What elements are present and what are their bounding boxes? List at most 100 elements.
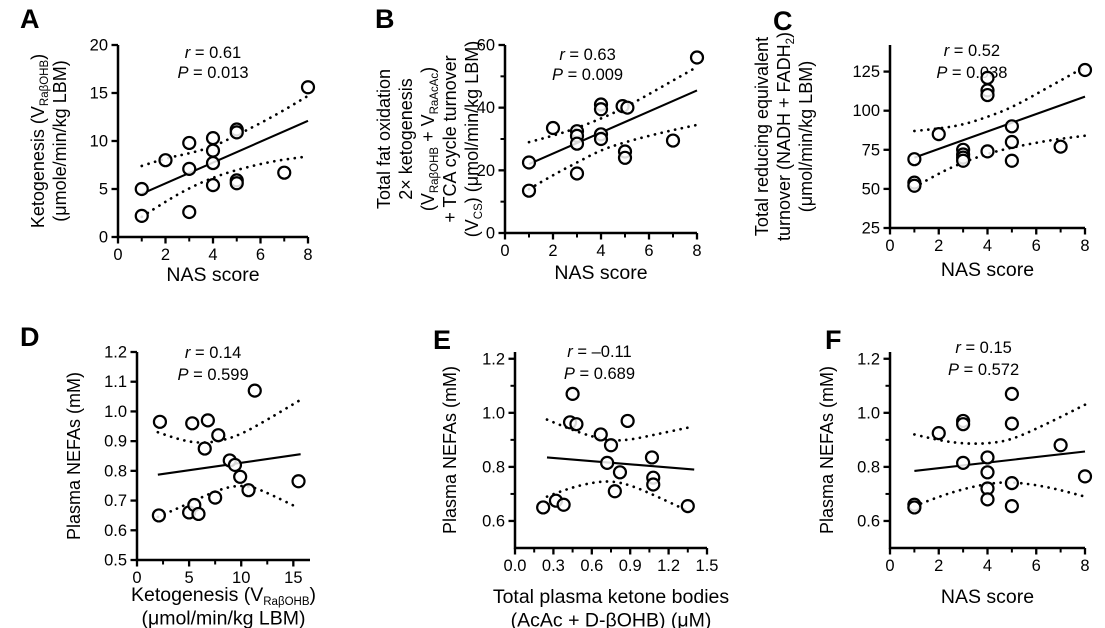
ci-lower-line <box>527 123 699 191</box>
data-point <box>593 131 609 147</box>
data-point <box>182 135 197 151</box>
x-axis-title: NAS score <box>166 264 259 286</box>
data-point <box>1004 119 1019 134</box>
data-point <box>229 176 244 191</box>
y-tick-label: 1.0 <box>482 404 505 422</box>
data-point <box>956 153 971 168</box>
x-tick-label: 6 <box>1032 557 1041 575</box>
data-point <box>620 413 635 429</box>
x-tick-label: 0 <box>885 237 894 255</box>
data-point <box>191 506 206 522</box>
data-point <box>980 492 995 507</box>
data-point <box>185 416 200 431</box>
stats-r-value: r = 0.15 <box>955 339 1011 357</box>
data-point <box>233 469 248 484</box>
ci-lower-line <box>140 155 310 219</box>
ci-upper-line <box>913 65 1087 133</box>
data-point <box>931 127 946 142</box>
data-point <box>980 87 995 103</box>
x-tick-label: 8 <box>692 242 701 260</box>
x-tick-label: 8 <box>1080 557 1089 575</box>
y-axis-title: (μmol/min/kg LBM) <box>796 61 816 212</box>
panel-letter: B <box>375 4 395 34</box>
data-point <box>956 417 971 432</box>
y-tick-label: 20 <box>477 162 495 180</box>
stats-r-value: r = 0.63 <box>559 46 615 64</box>
stats-p-value: P = 0.572 <box>948 361 1019 379</box>
y-axis-title: Total reducing equivalent <box>752 37 772 236</box>
x-tick-label: 6 <box>256 246 265 264</box>
stats-p-value: P = 0.013 <box>177 64 248 82</box>
y-tick-label: 50 <box>862 180 880 198</box>
data-point <box>211 428 226 443</box>
regression-line <box>528 89 698 166</box>
panel-A-chart: A 0 5 10 15 20 0 2 4 6 8 NAS score Ketogenesis (VRaβ… <box>20 4 316 286</box>
data-point <box>1004 153 1019 168</box>
data-point <box>229 125 244 140</box>
x-tick-label: 8 <box>303 246 312 264</box>
data-point <box>617 150 633 165</box>
panel-letter: E <box>433 325 451 355</box>
data-point <box>1077 469 1093 484</box>
x-axis-title: Total plasma ketone bodies <box>493 586 730 608</box>
data-point <box>593 102 609 117</box>
y-tick-label: 0.9 <box>104 433 127 451</box>
data-point <box>603 438 619 453</box>
stats-p-value: P = 0.009 <box>552 66 623 84</box>
y-tick-label: 1.0 <box>857 404 880 422</box>
data-point <box>980 450 995 465</box>
y-tick-label: 0.6 <box>857 512 880 530</box>
stats-p-value: P = 0.689 <box>564 365 635 383</box>
x-tick-label: 0.0 <box>504 557 527 575</box>
x-tick-label: 4 <box>983 557 992 575</box>
y-axis-title: Plasma NEFAs (mM) <box>817 366 837 534</box>
data-point <box>907 500 922 515</box>
data-point <box>931 426 946 441</box>
stats-p-value: P = 0.599 <box>178 366 249 384</box>
data-point <box>665 133 681 148</box>
y-tick-label: 100 <box>852 102 880 120</box>
panel-letter: D <box>20 322 40 352</box>
data-point <box>182 204 197 220</box>
ci-lower-line <box>913 481 1087 508</box>
y-axis-title: Plasma NEFAs (mM) <box>64 372 84 540</box>
data-point <box>1004 498 1019 514</box>
y-tick-label: 5 <box>99 181 108 199</box>
regression-line <box>546 456 695 471</box>
y-tick-label: 1.1 <box>104 373 127 391</box>
x-tick-label: 4 <box>596 242 605 260</box>
data-point <box>956 455 971 470</box>
regression-line <box>914 95 1086 159</box>
panel-C-chart: C 25 50 75 100 125 0 2 4 6 8 NAS score Total reducin… <box>752 6 1093 281</box>
panel-E-chart: E 0.6 0.8 1.0 1.2 0.0 0.3 0.6 0.9 1.2 1.5 Total pla… <box>433 325 730 628</box>
y-tick-label: 0 <box>99 229 108 247</box>
y-tick-label: 0.6 <box>104 522 127 540</box>
ci-upper-line <box>156 399 300 444</box>
x-axis-title: Ketogenesis (VRaβOHB​) <box>131 584 316 608</box>
data-point <box>689 50 705 65</box>
data-point <box>1004 134 1019 150</box>
x-tick-label: 2 <box>934 237 943 255</box>
y-axis-title: (VRaβOHB​ + VRaAcAc​) <box>418 67 441 211</box>
y-tick-label: 0.8 <box>482 458 505 476</box>
data-point <box>521 155 537 170</box>
data-point <box>980 465 995 480</box>
data-point <box>151 508 166 523</box>
data-point <box>644 450 660 465</box>
x-axis-title: NAS score <box>554 262 647 284</box>
y-tick-label: 0 <box>486 225 495 243</box>
x-tick-label: 2 <box>548 242 557 260</box>
stats-r-value: r = 0.14 <box>185 344 241 362</box>
panel-letter: A <box>20 4 40 34</box>
y-tick-label: 0.7 <box>104 492 127 510</box>
ci-upper-line <box>527 65 699 144</box>
x-tick-label: 0 <box>885 557 894 575</box>
x-tick-label: 15 <box>284 569 302 587</box>
data-point <box>158 153 173 168</box>
ci-lower-line <box>156 484 300 519</box>
x-tick-label: 0 <box>500 242 509 260</box>
x-tick-label: 0.6 <box>580 557 603 575</box>
y-axis-title: Plasma NEFAs (mM) <box>440 366 460 534</box>
x-tick-label: 0 <box>132 569 141 587</box>
data-point <box>205 178 221 193</box>
